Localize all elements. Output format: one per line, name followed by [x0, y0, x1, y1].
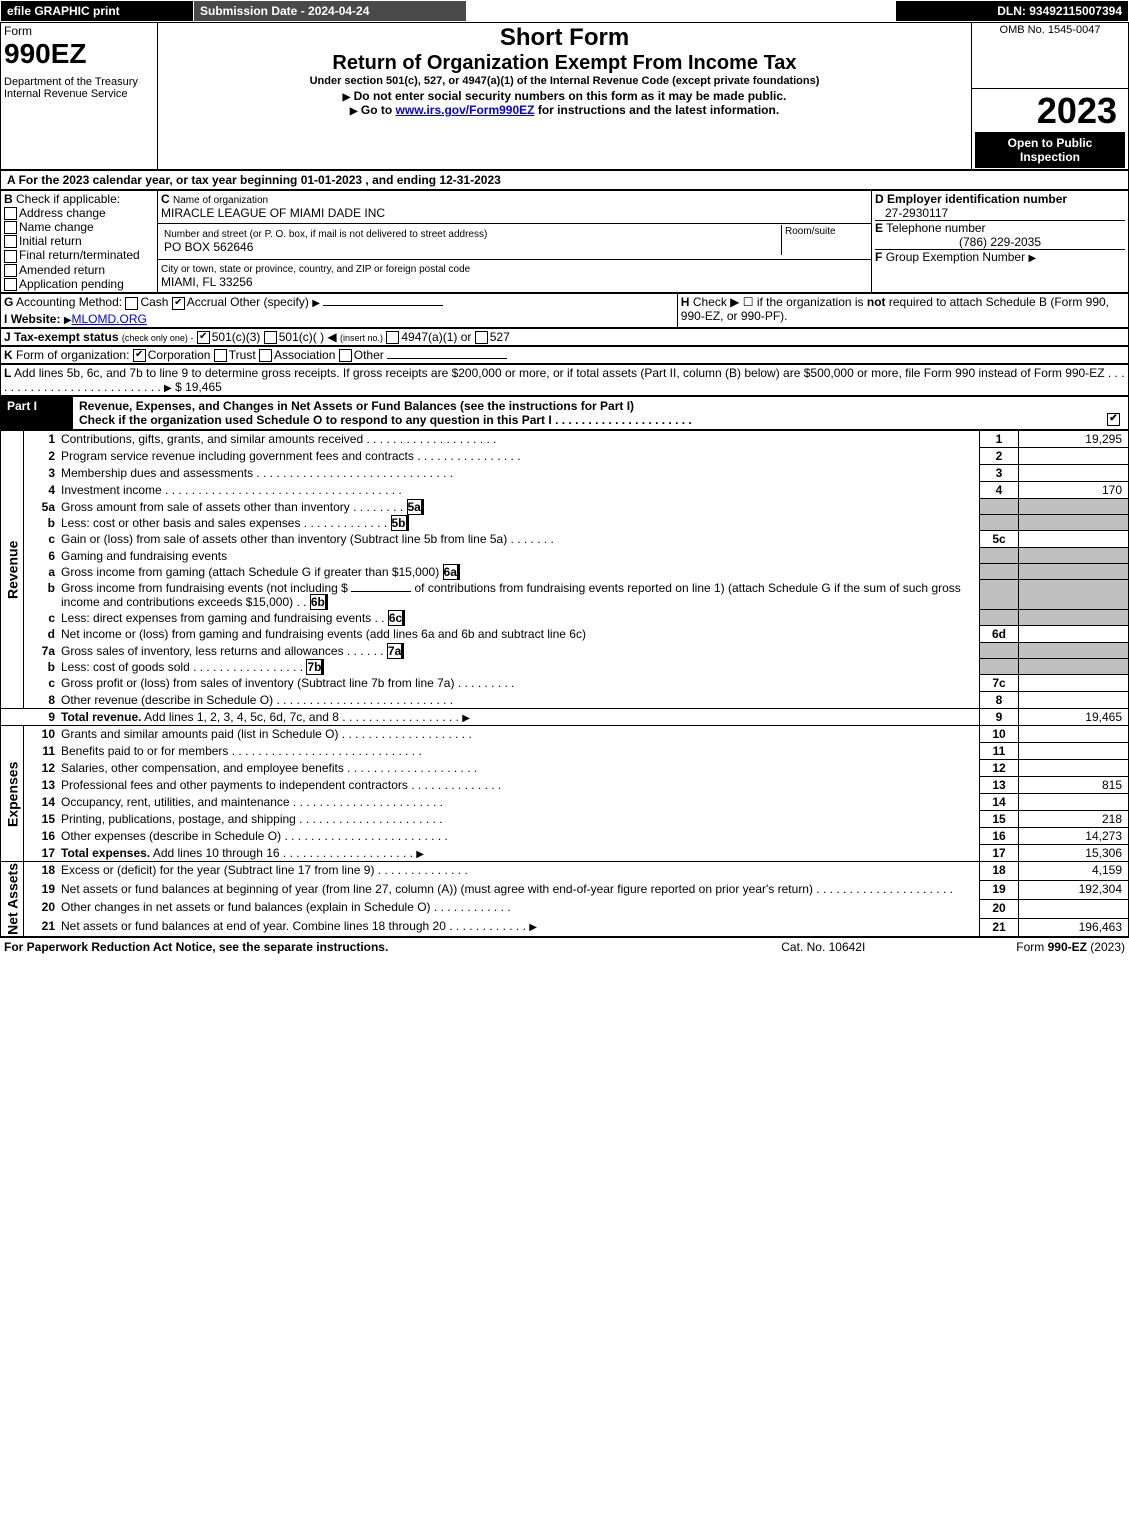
triangle-icon — [312, 295, 320, 309]
dln: DLN: 93492115007394 — [896, 1, 1129, 22]
triangle-icon — [350, 103, 358, 117]
b-label: Check if applicable: — [16, 192, 120, 206]
main-title: Return of Organization Exempt From Incom… — [161, 52, 968, 75]
page-footer: For Paperwork Reduction Act Notice, see … — [0, 937, 1129, 956]
triangle-icon — [462, 710, 470, 724]
top-bar: efile GRAPHIC print Submission Date - 20… — [0, 0, 1129, 22]
website-link[interactable]: MLOMD.ORG — [72, 312, 147, 326]
netassets-label: Net Assets — [1, 862, 24, 937]
cb-app-pending[interactable] — [4, 278, 17, 291]
cb-cash[interactable] — [125, 297, 138, 310]
street: PO BOX 562646 — [164, 240, 253, 254]
cb-address[interactable] — [4, 207, 17, 220]
val-13: 815 — [1019, 777, 1129, 794]
omb: OMB No. 1545-0047 — [975, 24, 1125, 36]
triangle-icon — [1028, 250, 1036, 264]
ein: 27-2930117 — [875, 206, 948, 220]
val-16: 14,273 — [1019, 828, 1129, 845]
triangle-icon — [529, 919, 537, 933]
gross-receipts: $ 19,465 — [175, 380, 222, 394]
triangle-icon — [343, 89, 351, 103]
val-15: 218 — [1019, 811, 1129, 828]
val-1: 19,295 — [1019, 431, 1129, 448]
cb-assoc[interactable] — [259, 349, 272, 362]
open-public: Open to Public Inspection — [975, 132, 1125, 168]
ssn-warn: Do not enter social security numbers on … — [354, 89, 787, 103]
cb-501c3[interactable] — [197, 331, 210, 344]
efile-label[interactable]: efile GRAPHIC print — [1, 1, 194, 22]
cb-501c[interactable] — [264, 331, 277, 344]
val-19: 192,304 — [1019, 881, 1129, 900]
revenue-label: Revenue — [1, 431, 24, 709]
org-name: MIRACLE LEAGUE OF MIAMI DADE INC — [161, 206, 385, 220]
line-l: Add lines 5b, 6c, and 7b to line 9 to de… — [14, 366, 1105, 380]
tax-year: 2023 — [975, 90, 1125, 132]
phone: (786) 229-2035 — [875, 235, 1125, 249]
cb-527[interactable] — [475, 331, 488, 344]
cb-amended[interactable] — [4, 264, 17, 277]
cb-4947[interactable] — [386, 331, 399, 344]
subtitle: Under section 501(c), 527, or 4947(a)(1)… — [161, 75, 968, 87]
expenses-label: Expenses — [1, 726, 24, 862]
triangle-icon — [64, 312, 72, 326]
cb-final[interactable] — [4, 250, 17, 263]
val-17: 15,306 — [1019, 845, 1129, 862]
form-number: 990EZ — [4, 38, 154, 70]
val-18: 4,159 — [1019, 862, 1129, 881]
cb-other[interactable] — [339, 349, 352, 362]
triangle-icon — [416, 846, 424, 860]
form-word: Form — [4, 24, 154, 38]
city: MIAMI, FL 33256 — [161, 275, 253, 289]
entity-block: B Check if applicable: Address change Na… — [0, 190, 1129, 294]
cb-initial[interactable] — [4, 235, 17, 248]
cb-schedule-o[interactable] — [1107, 413, 1120, 426]
dept: Department of the Treasury Internal Reve… — [4, 76, 154, 100]
form-header: Form 990EZ Department of the Treasury In… — [0, 22, 1129, 170]
val-21: 196,463 — [1019, 918, 1129, 937]
submission-date: Submission Date - 2024-04-24 — [194, 1, 467, 22]
line-a: For the 2023 calendar year, or tax year … — [19, 173, 501, 187]
triangle-icon — [164, 380, 172, 394]
cb-accrual[interactable] — [172, 297, 185, 310]
short-form: Short Form — [161, 24, 968, 52]
val-9: 19,465 — [1019, 709, 1129, 726]
cb-name[interactable] — [4, 221, 17, 234]
val-4: 170 — [1019, 482, 1129, 499]
part1-table: Revenue 1 Contributions, gifts, grants, … — [0, 430, 1129, 937]
cb-corp[interactable] — [133, 349, 146, 362]
irs-link[interactable]: www.irs.gov/Form990EZ — [396, 103, 535, 117]
cb-trust[interactable] — [214, 349, 227, 362]
